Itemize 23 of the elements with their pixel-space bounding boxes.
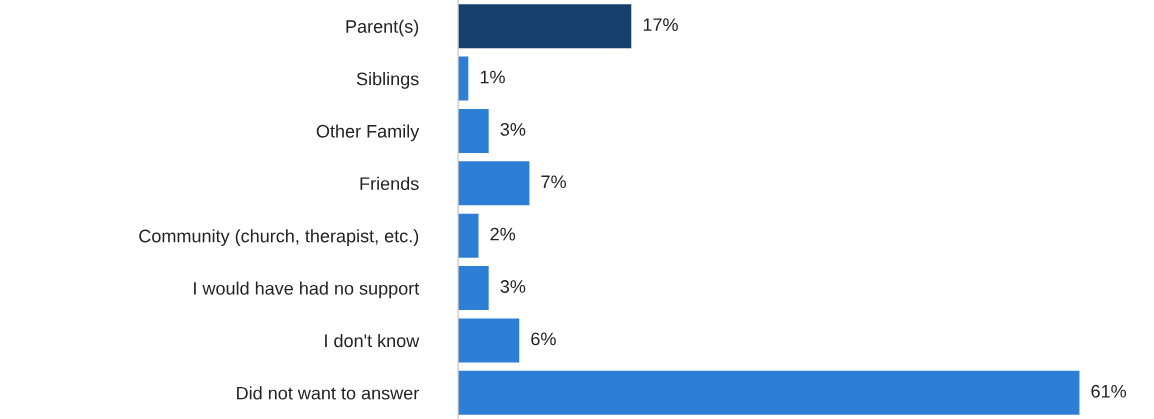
y-tick-label: Other Family: [316, 124, 420, 142]
y-tick-label: I would have had no support: [194, 281, 420, 299]
data-label: 3%: [500, 280, 526, 293]
bar: [458, 318, 520, 363]
y-tick-label: Community (church, therapist, etc.): [139, 229, 419, 246]
bar: [458, 108, 489, 153]
data-label: 6%: [531, 332, 556, 346]
data-label: 61%: [1091, 384, 1127, 398]
bar: [458, 266, 489, 311]
y-tick-label: I don't know: [325, 333, 420, 348]
bar: [458, 4, 632, 49]
y-tick-label: Friends: [360, 176, 419, 191]
data-label: 2%: [490, 227, 516, 241]
y-tick-label: Parent(s): [346, 19, 419, 37]
data-label: 3%: [500, 123, 526, 136]
bar: [458, 370, 1080, 415]
data-label: 7%: [541, 175, 566, 189]
data-label: 1%: [480, 70, 505, 84]
data-label: 17%: [643, 18, 678, 31]
y-tick-label: Siblings: [356, 72, 419, 89]
bar: [458, 213, 479, 258]
bar: [458, 161, 530, 206]
y-tick-label: Did not want to answer: [237, 386, 419, 400]
